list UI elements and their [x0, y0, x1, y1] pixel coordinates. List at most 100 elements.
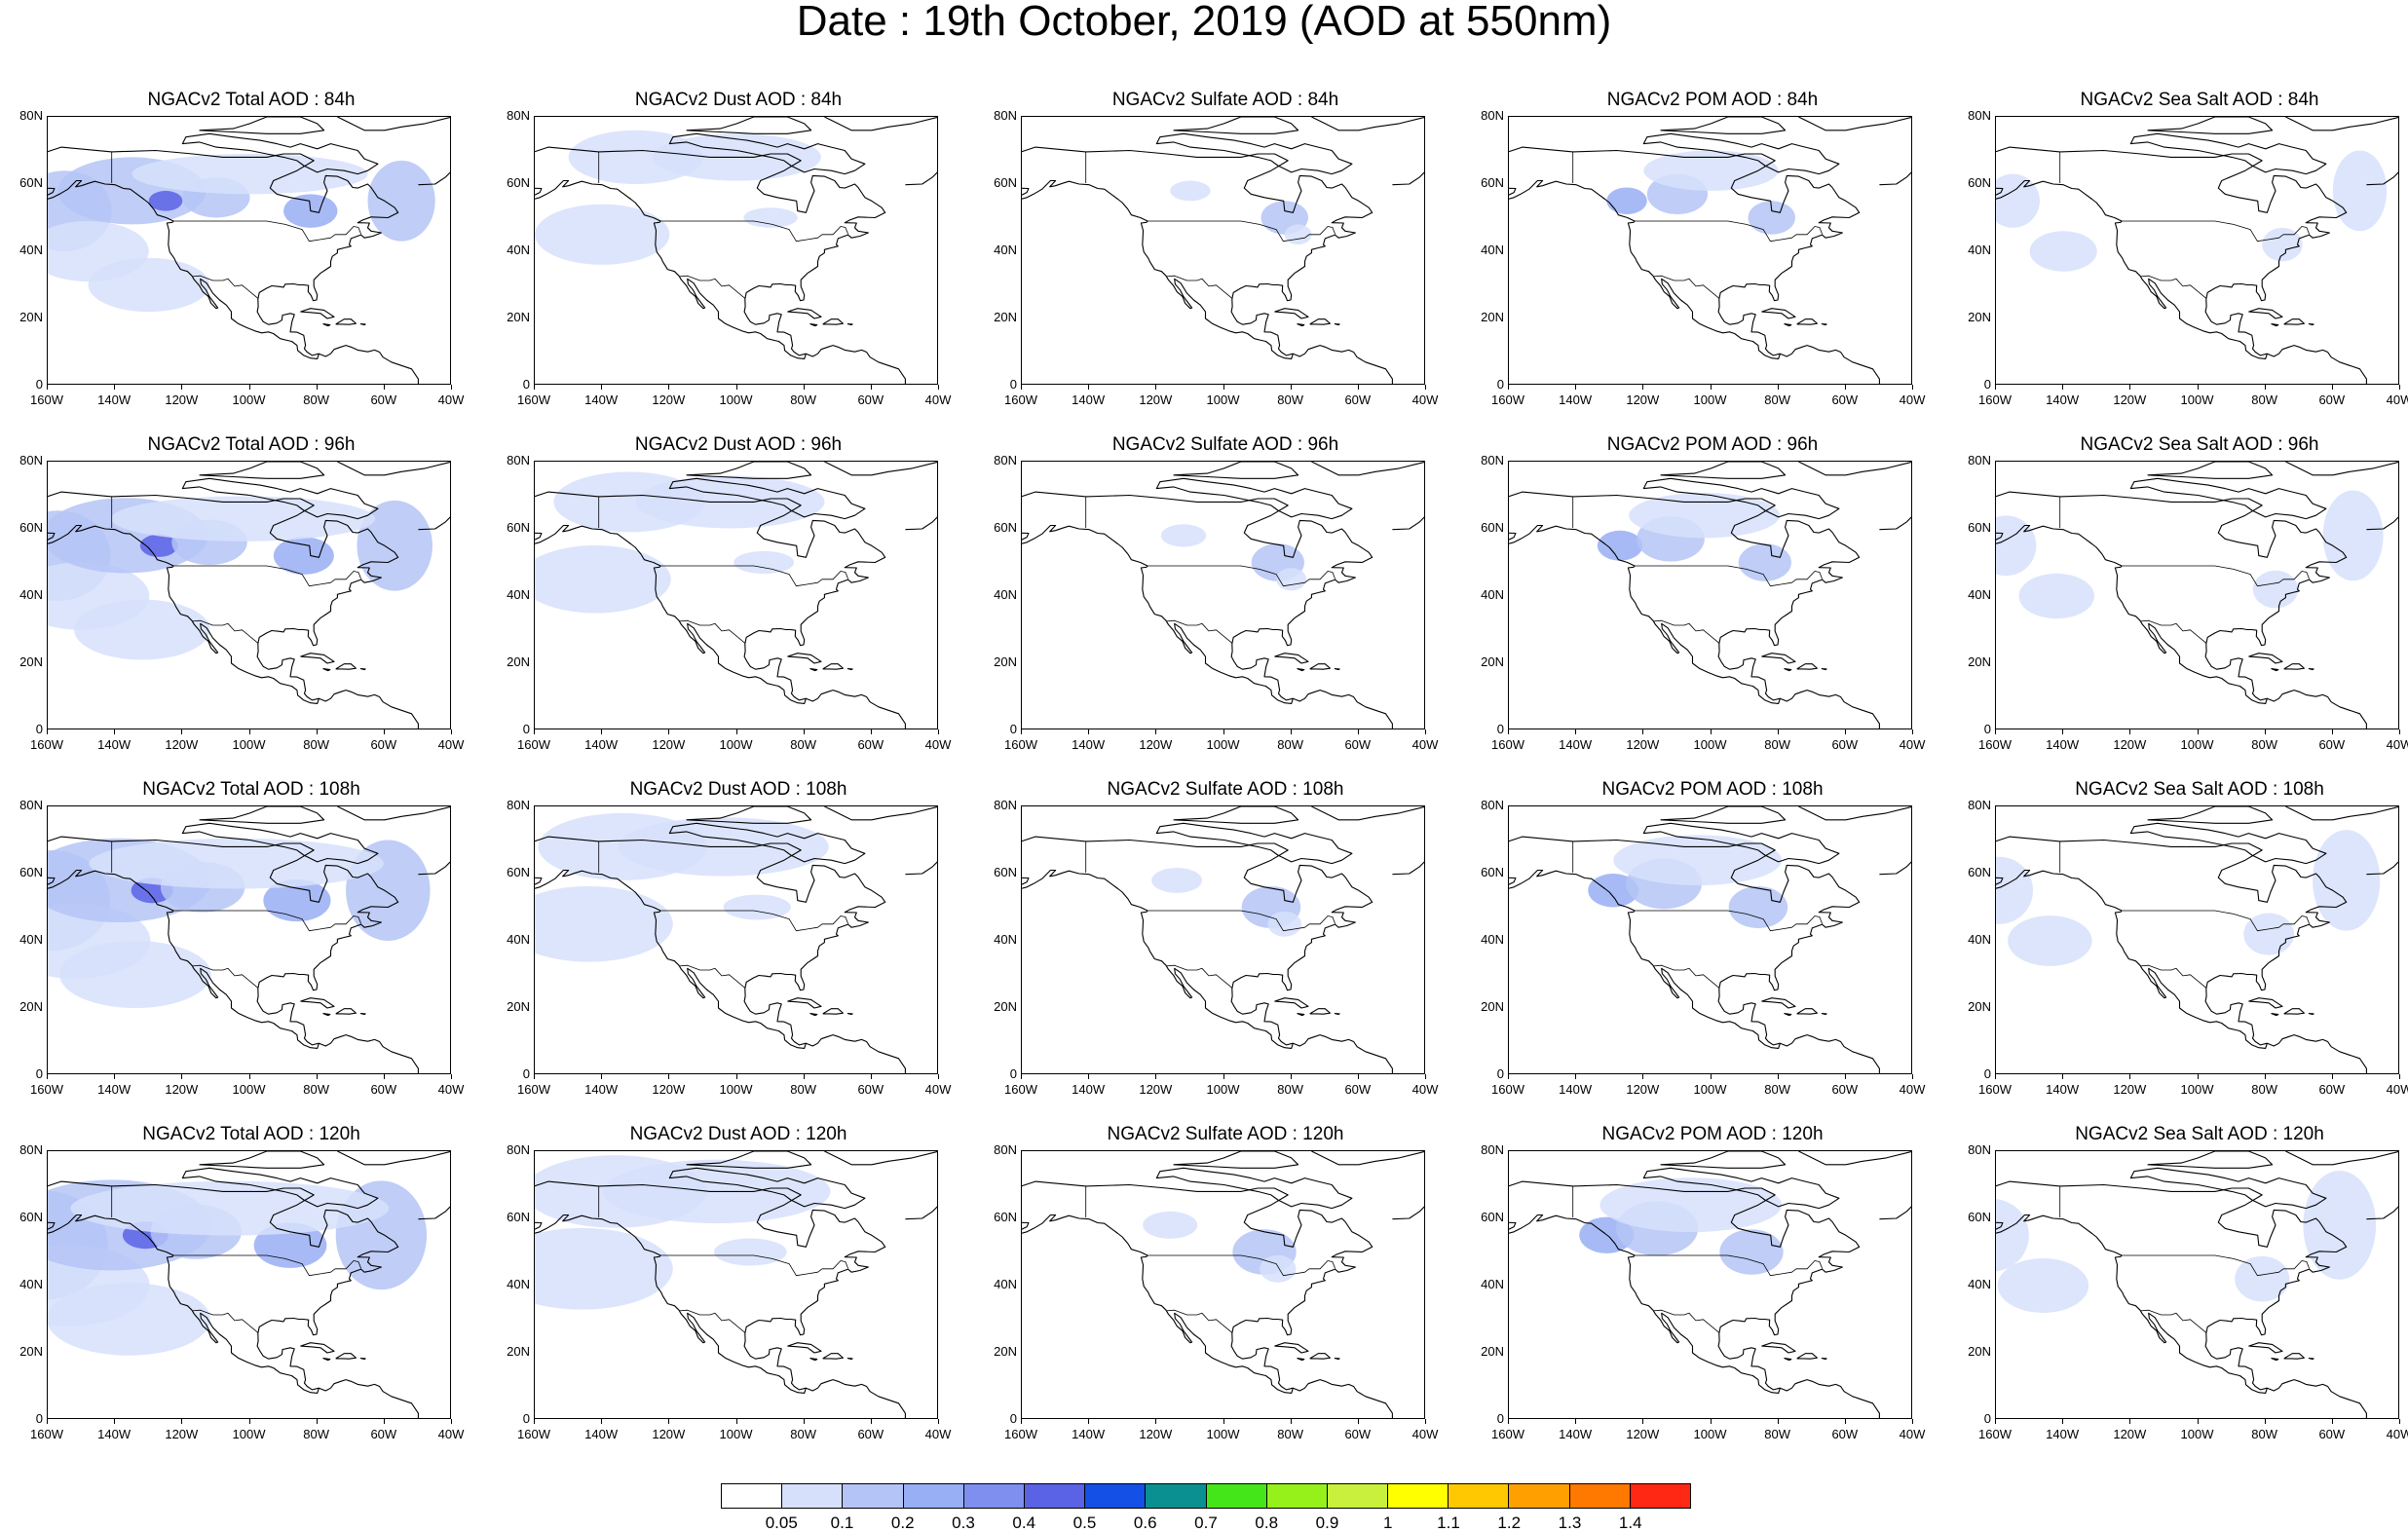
coastline: [1796, 1353, 1818, 1360]
longitude-tick-mark: [1995, 1419, 1996, 1424]
longitude-tick-mark: [1642, 729, 1644, 734]
coastline: [686, 462, 812, 479]
coastline: [181, 1167, 379, 1210]
coastline: [1022, 836, 1393, 1073]
latitude-tick-label: 40N: [994, 243, 1017, 257]
longitude-tick-label: 40W: [1411, 1427, 1439, 1441]
longitude-tick-mark: [1777, 1419, 1779, 1424]
longitude-tick-label: 100W: [1693, 1082, 1727, 1097]
longitude-tick-label: 80W: [303, 1427, 330, 1441]
coastline: [1392, 171, 1424, 186]
longitude-tick-mark: [668, 385, 670, 390]
latitude-tick-label: 60N: [19, 175, 43, 190]
longitude-tick-mark: [383, 729, 385, 734]
coastline: [847, 667, 853, 671]
longitude-tick-mark: [938, 385, 939, 390]
map-frame: [1995, 1150, 2399, 1419]
longitude-tick-label: 100W: [232, 392, 266, 407]
longitude-tick-mark: [1710, 1419, 1712, 1424]
longitude-tick-label: 60W: [2318, 1427, 2346, 1441]
longitude-tick-mark: [451, 1419, 452, 1424]
longitude-tick-label: 60W: [1831, 737, 1859, 752]
coastline: [787, 1342, 822, 1354]
latitude-tick-label: 80N: [994, 1142, 1017, 1157]
longitude-tick-label: 140W: [97, 737, 132, 752]
aod-region: [1613, 835, 1783, 886]
latitude-tick-label: 80N: [1481, 453, 1504, 467]
country-border: [172, 1254, 361, 1277]
longitude-tick-label: 40W: [1411, 1082, 1439, 1097]
coastline: [1311, 462, 1424, 476]
panel-title: NGACv2 Dust AOD : 84h: [634, 90, 843, 110]
coastline: [1784, 667, 1792, 672]
latitude-tick-label: 20N: [994, 654, 1017, 669]
coastline: [905, 171, 937, 186]
country-border: [192, 1309, 259, 1333]
latitude-tick-label: 20N: [19, 654, 43, 669]
longitude-tick-mark: [601, 1419, 603, 1424]
coastline: [1155, 822, 1353, 865]
longitude-tick-mark: [1710, 1074, 1712, 1079]
longitude-tick-label: 80W: [303, 392, 330, 407]
coastline: [2248, 308, 2283, 319]
longitude-tick-mark: [1425, 729, 1426, 734]
longitude-tick-mark: [248, 1419, 250, 1424]
longitude-tick-mark: [248, 729, 250, 734]
longitude-tick-mark: [1575, 1419, 1577, 1424]
coastline: [686, 806, 812, 824]
longitude-tick-mark: [316, 1419, 318, 1424]
longitude-tick-mark: [1021, 1419, 1022, 1424]
aod-map: [48, 806, 450, 1073]
longitude-tick-mark: [735, 1419, 737, 1424]
longitude-tick-label: 40W: [2386, 737, 2408, 752]
colorbar-swatch: [1388, 1484, 1449, 1508]
longitude-tick-label: 120W: [165, 737, 199, 752]
coastline: [2308, 1012, 2314, 1016]
aod-map: [1996, 462, 2398, 729]
aod-map: [1022, 462, 1424, 729]
coastline: [1274, 997, 1309, 1009]
country-border: [2121, 1254, 2310, 1277]
map-frame: [1021, 461, 1425, 729]
map-panel: NGACv2 Total AOD : 120h 80N 60N 40N 20N 0 160W…: [0, 1124, 464, 1469]
coastline: [181, 132, 379, 175]
colorbar-label: 0.9: [1315, 1513, 1339, 1532]
coastline: [2308, 667, 2314, 671]
colorbar-swatch: [1085, 1484, 1147, 1508]
longitude-tick-mark: [2197, 1074, 2199, 1079]
longitude-tick-label: 60W: [1344, 737, 1372, 752]
country-border: [1653, 964, 1720, 989]
map-panel: NGACv2 Total AOD : 84h 80N 60N 40N 20N 0 160W 1…: [0, 90, 464, 434]
coastline: [1022, 1214, 1294, 1394]
longitude-tick-mark: [1508, 1074, 1509, 1079]
aod-map: [48, 1151, 450, 1418]
colorbar-swatch: [1569, 1484, 1631, 1508]
longitude-tick-label: 140W: [584, 1427, 619, 1441]
longitude-tick-mark: [1912, 1419, 1913, 1424]
longitude-tick-label: 140W: [584, 737, 619, 752]
longitude-tick-mark: [2399, 1074, 2400, 1079]
longitude-tick-label: 120W: [2113, 392, 2147, 407]
latitude-tick-label: 40N: [1968, 243, 1991, 257]
coastline: [822, 663, 844, 670]
aod-region: [48, 1283, 211, 1356]
coastline: [337, 1151, 450, 1166]
longitude-tick-label: 80W: [303, 1082, 330, 1097]
panel-title: NGACv2 Sulfate AOD : 84h: [1111, 90, 1339, 110]
coastline: [1173, 117, 1299, 134]
panel-title: NGACv2 Total AOD : 96h: [147, 434, 356, 455]
latitude-tick-label: 0: [35, 722, 43, 736]
coastline: [1821, 1012, 1827, 1016]
coastline: [1996, 836, 2367, 1073]
map-panel: NGACv2 Sea Salt AOD : 84h 80N 60N 40N 20N 0 16…: [1948, 90, 2408, 434]
country-border: [679, 275, 746, 299]
latitude-tick-label: 20N: [1481, 310, 1504, 324]
longitude-tick-label: 100W: [232, 737, 266, 752]
longitude-tick-label: 160W: [1978, 1082, 2012, 1097]
latitude-tick-label: 80N: [994, 798, 1017, 812]
longitude-tick-mark: [1912, 1074, 1913, 1079]
coastline: [905, 1206, 937, 1220]
latitude-tick-label: 80N: [507, 1142, 530, 1157]
aod-region: [723, 894, 791, 920]
panel-title: NGACv2 Total AOD : 120h: [142, 1124, 360, 1144]
